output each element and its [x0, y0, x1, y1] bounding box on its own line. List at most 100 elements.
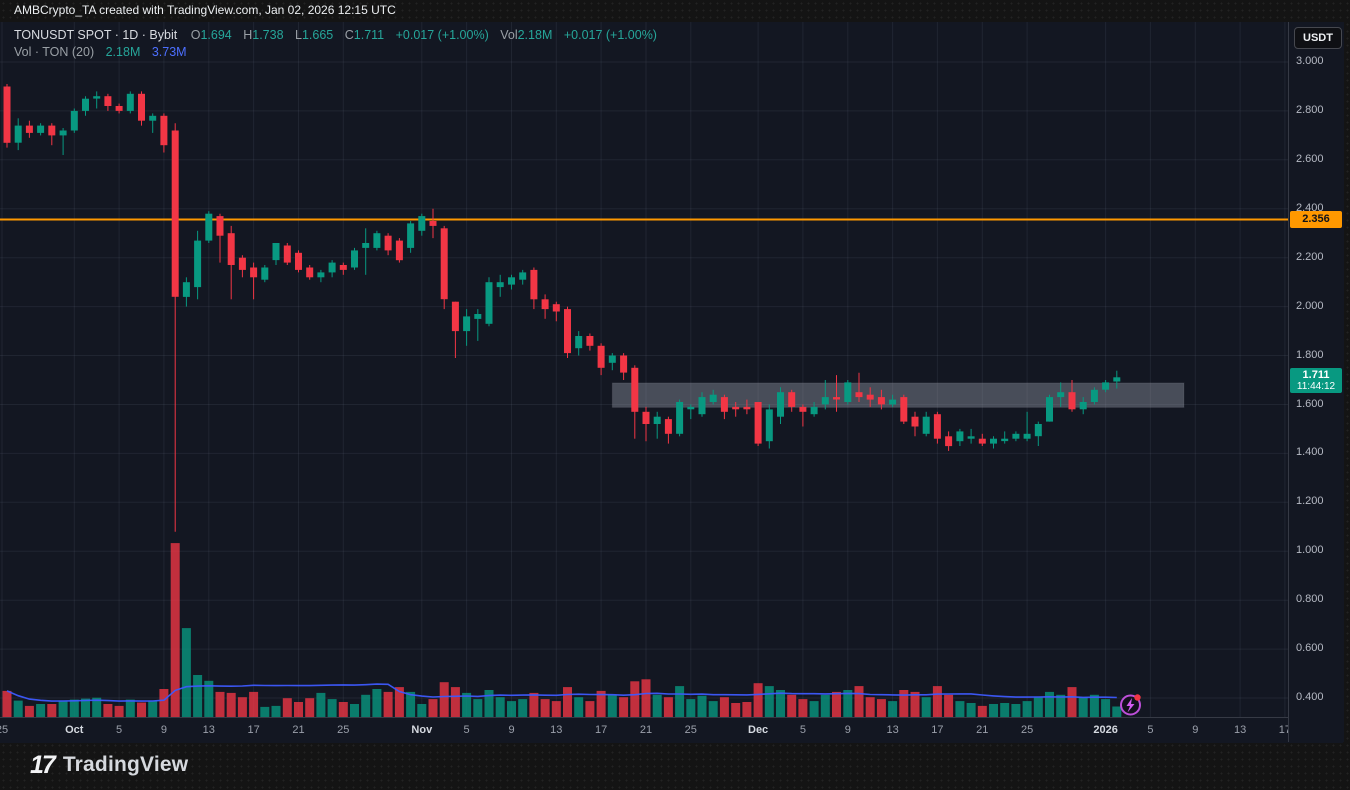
volume-bar: [484, 690, 494, 717]
hline-price-label: 2.356: [1290, 210, 1342, 228]
volume-bar: [607, 694, 617, 717]
candle-body: [104, 96, 112, 106]
price-tick-label: 1.200: [1296, 495, 1324, 508]
volume-label: Vol: [500, 28, 518, 42]
tradingview-logo[interactable]: 17 TradingView: [30, 751, 188, 779]
volume-bar: [193, 675, 203, 717]
time-tick-label: 5: [116, 724, 123, 736]
candle-body: [889, 399, 897, 405]
candle-body: [855, 392, 863, 398]
time-tick-label: 25: [0, 724, 9, 736]
notification-dot: [1134, 694, 1141, 701]
volume-bar: [809, 701, 819, 717]
candle-body: [339, 265, 347, 270]
price-tick-label: 2.200: [1296, 250, 1324, 263]
time-tick-label: 9: [844, 724, 851, 736]
volume-bar: [574, 697, 584, 717]
candle-body: [945, 436, 953, 447]
candle-body: [788, 392, 796, 407]
candle-body: [429, 221, 437, 226]
volume-bar: [47, 704, 57, 717]
candle-body: [93, 96, 101, 99]
time-tick-label: 17: [931, 724, 944, 736]
volume-bar: [1089, 694, 1099, 717]
volume-bar: [832, 691, 841, 717]
volume-bar: [529, 692, 539, 717]
volume-bar: [394, 687, 404, 717]
volume-bar: [1101, 699, 1111, 717]
candle-body: [440, 228, 448, 300]
volume-bar: [731, 703, 741, 717]
candle-body: [25, 125, 33, 133]
currency-toggle-button[interactable]: USDT: [1294, 27, 1342, 49]
candle-body: [395, 240, 403, 261]
candle-body: [48, 125, 56, 136]
volume-bar: [686, 699, 696, 717]
time-tick-label: 13: [202, 724, 215, 736]
volume-bar: [798, 699, 808, 717]
volume-bar: [327, 699, 337, 717]
candle-body: [990, 438, 997, 444]
time-tick-label-month: Dec: [748, 724, 769, 736]
candle-body: [451, 301, 459, 332]
candle-body: [182, 282, 190, 297]
candle-body: [564, 309, 571, 354]
candle-body: [1113, 377, 1121, 382]
candle-body: [1046, 397, 1053, 422]
volume-bar: [719, 697, 729, 717]
open-value: 1.694: [200, 28, 232, 42]
time-tick-label: 25: [1020, 724, 1034, 736]
candle-body: [261, 267, 269, 280]
candle-body: [1102, 382, 1110, 390]
candle-body: [754, 402, 762, 444]
candle-body: [373, 233, 381, 248]
top-bar: AMBCrypto_TA created with TradingView.co…: [0, 0, 1350, 22]
price-tick-label: 1.600: [1296, 397, 1324, 410]
price-chart-canvas[interactable]: [0, 22, 1288, 742]
time-tick-label: 17: [247, 724, 260, 736]
candle-body: [384, 235, 392, 251]
high-label: H: [243, 28, 253, 42]
candle-body: [194, 240, 202, 288]
volume-bar: [585, 701, 595, 717]
low-label: L: [295, 28, 302, 42]
price-tick-label: 1.400: [1296, 446, 1324, 459]
volume-bar: [350, 704, 359, 717]
vol-study-label[interactable]: Vol · TON (20): [14, 45, 95, 59]
volume-bar: [1112, 706, 1122, 717]
volume-bar: [1011, 704, 1021, 717]
volume-bar: [137, 702, 146, 717]
candle-body: [171, 130, 179, 297]
volume-bar: [36, 704, 46, 717]
volume-bar: [338, 702, 348, 717]
candle-body: [1034, 424, 1042, 437]
candle-body: [810, 406, 818, 415]
tradingview-logo-text: TradingView: [62, 753, 189, 776]
volume-bar: [294, 702, 303, 717]
candle-body: [59, 130, 67, 136]
price-axis[interactable]: USDT 3.000 2.800 2.600 2.400 2.200 2.000 1.800…: [1288, 22, 1344, 742]
candle-body: [967, 436, 975, 439]
volume-bar: [820, 694, 830, 717]
price-tick-label: 2.000: [1296, 299, 1324, 312]
volume-bar: [2, 690, 12, 717]
volume-bar: [697, 695, 707, 717]
symbol-title[interactable]: TONUSDT SPOT · 1D · Bybit: [14, 28, 178, 42]
supply-zone-box[interactable]: [611, 382, 1185, 408]
volume-bar: [865, 697, 875, 717]
volume-bar: [417, 704, 427, 717]
volume-bar: [675, 686, 685, 717]
candle-body: [317, 272, 325, 278]
volume-bar: [462, 692, 472, 717]
time-axis[interactable]: 25 Oct 5 9 13 17 21 25 Nov 5 9 13 17 21 25 Dec 5 9 13 17 21 2…: [0, 717, 1343, 743]
time-tick-label: 25: [337, 724, 350, 736]
candle-body: [608, 355, 616, 363]
volume-bar: [148, 700, 158, 717]
candle-body: [149, 115, 157, 121]
candle-body: [272, 243, 280, 261]
volume-bar: [1067, 687, 1077, 717]
candle-body: [1068, 392, 1076, 410]
candle-body: [205, 213, 213, 241]
time-tick-label: 25: [684, 724, 697, 736]
price-tick-label: 0.600: [1296, 642, 1324, 655]
